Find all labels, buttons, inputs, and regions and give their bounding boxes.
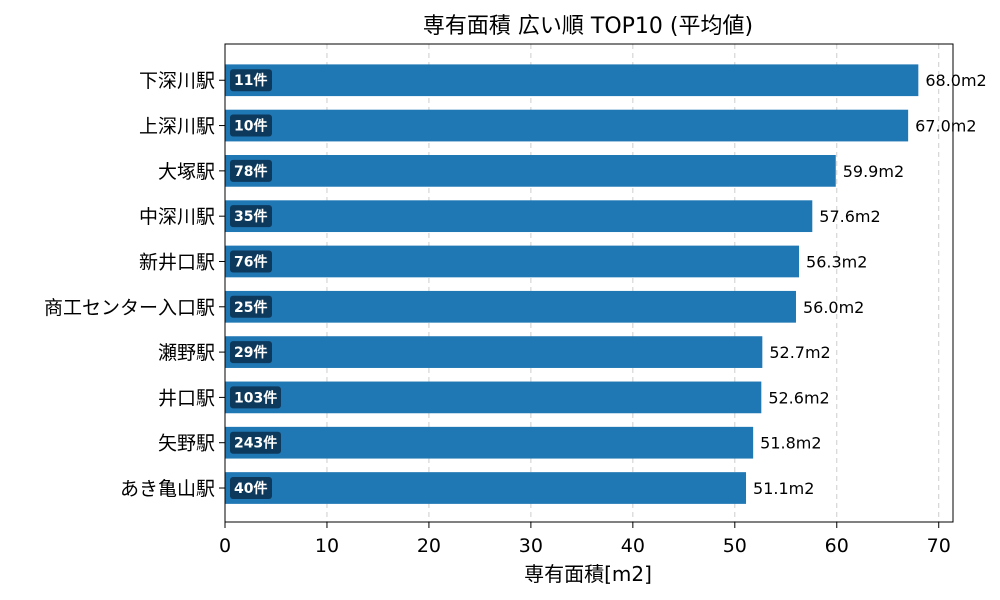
count-label: 40件 — [234, 480, 267, 497]
x-tick-label: 30 — [519, 535, 543, 557]
count-badge-bg — [230, 341, 272, 364]
count-badge: 103件 — [230, 386, 281, 409]
value-label: 52.6m2 — [768, 388, 829, 407]
count-label: 103件 — [234, 389, 277, 406]
value-label: 59.9m2 — [843, 162, 904, 181]
count-label: 78件 — [234, 163, 267, 180]
count-badge-bg — [230, 431, 281, 454]
count-badge: 10件 — [230, 114, 272, 137]
count-label: 76件 — [234, 253, 267, 270]
value-label: 56.0m2 — [803, 298, 864, 317]
value-label: 51.8m2 — [760, 434, 821, 453]
count-label: 10件 — [234, 118, 267, 135]
count-badge: 29件 — [230, 341, 272, 364]
plot-frame — [224, 43, 954, 523]
category-label: 中深川駅 — [139, 206, 215, 228]
bar — [225, 155, 836, 187]
bar — [225, 290, 796, 323]
x-tick-label: 60 — [825, 535, 849, 557]
value-label: 68.0m2 — [925, 71, 986, 90]
count-badge-bg — [230, 205, 272, 228]
bar — [225, 109, 909, 142]
value-label: 51.1m2 — [753, 479, 814, 498]
value-label: 67.0m2 — [915, 117, 976, 136]
category-label: 下深川駅 — [139, 70, 215, 92]
x-tick-label: 10 — [315, 535, 339, 557]
count-label: 243件 — [234, 435, 277, 452]
category-label: 商工センター入口駅 — [44, 297, 215, 319]
chart-title: 専有面積 広い順 TOP10 (平均値) — [423, 14, 753, 39]
category-label: 新井口駅 — [139, 251, 215, 273]
count-badge: 78件 — [230, 159, 272, 182]
category-label: 上深川駅 — [139, 116, 215, 138]
count-badge: 243件 — [230, 431, 281, 454]
category-label: 矢野駅 — [158, 433, 215, 455]
count-label: 11件 — [234, 72, 267, 89]
value-label: 56.3m2 — [806, 252, 867, 271]
value-label: 52.7m2 — [769, 343, 830, 362]
count-badge: 76件 — [230, 250, 272, 273]
bars-group: 68.0m2 11件 67.0m2 10件 59.9m2 78件 57.6m2 35件 56.3… — [225, 64, 987, 504]
x-tick-label: 40 — [621, 535, 645, 557]
x-tick-label: 50 — [723, 535, 747, 557]
count-label: 35件 — [234, 208, 267, 225]
count-badge: 25件 — [230, 295, 272, 318]
count-label: 29件 — [234, 344, 267, 361]
count-badge: 11件 — [230, 69, 272, 92]
count-badge-bg — [230, 114, 272, 137]
count-badge-bg — [230, 250, 272, 273]
count-badge-bg — [230, 386, 281, 409]
x-tick-label: 70 — [927, 535, 951, 557]
count-badge: 40件 — [230, 477, 272, 500]
bar — [225, 336, 763, 368]
x-axis-label: 専有面積[m2] — [524, 562, 652, 586]
x-tick-label: 20 — [417, 535, 441, 557]
count-label: 25件 — [234, 299, 267, 316]
category-label: 井口駅 — [158, 387, 215, 409]
count-badge-bg — [230, 477, 272, 500]
bar — [225, 245, 800, 278]
count-badge-bg — [230, 69, 272, 92]
count-badge-bg — [230, 159, 272, 182]
category-label: 瀬野駅 — [158, 342, 215, 364]
bar — [225, 381, 762, 414]
value-label: 57.6m2 — [819, 207, 880, 226]
bar — [225, 200, 813, 233]
x-axis: 0 10 20 30 40 50 60 70 — [219, 522, 951, 557]
category-label: 大塚駅 — [158, 161, 215, 183]
x-tick-label: 0 — [219, 535, 231, 557]
category-label: あき亀山駅 — [120, 478, 215, 500]
bar — [225, 426, 754, 459]
count-badge-bg — [230, 295, 272, 318]
bar — [225, 472, 747, 504]
y-axis: 下深川駅上深川駅大塚駅中深川駅新井口駅商工センター入口駅瀬野駅井口駅矢野駅あき亀… — [44, 70, 225, 500]
bar — [225, 64, 919, 97]
count-badge: 35件 — [230, 205, 272, 228]
